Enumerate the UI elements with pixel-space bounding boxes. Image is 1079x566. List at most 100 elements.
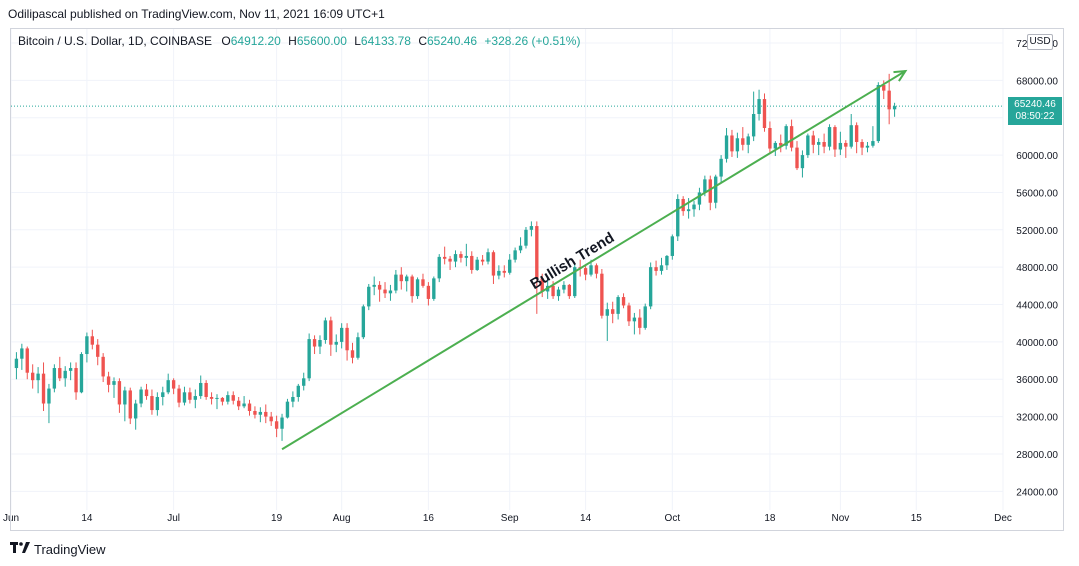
date-tick-label: Aug — [333, 513, 351, 524]
candle-body — [96, 344, 100, 357]
last-price-tag: 65240.46 08:50:22 — [1008, 97, 1062, 125]
candle — [123, 386, 127, 422]
candle-body — [85, 336, 89, 355]
candle-body — [432, 278, 436, 299]
candle-body — [274, 421, 279, 429]
candle-body — [518, 245, 523, 251]
candle-body — [361, 306, 366, 338]
candle-body — [470, 255, 474, 270]
candle — [659, 257, 664, 275]
candle — [887, 73, 891, 125]
candle-body — [567, 284, 572, 297]
candle — [188, 387, 192, 404]
candle-body — [36, 373, 40, 381]
candle — [220, 396, 225, 406]
candle — [345, 323, 349, 361]
candle — [730, 129, 734, 157]
candle-body — [253, 410, 257, 415]
candle-body — [594, 265, 599, 274]
candle-body — [101, 356, 105, 377]
candle — [676, 194, 680, 242]
candle — [58, 356, 62, 382]
candle — [236, 396, 241, 411]
candle-body — [741, 138, 745, 145]
candle — [876, 82, 881, 143]
candle — [594, 263, 599, 279]
candle-body — [627, 305, 631, 322]
candle-body — [795, 147, 799, 169]
candle — [247, 399, 252, 416]
candle-body — [849, 125, 853, 147]
date-tick-label: 14 — [580, 513, 592, 524]
candle — [296, 383, 300, 402]
candle — [529, 221, 534, 237]
candle-body — [529, 226, 534, 230]
candle — [177, 384, 181, 408]
candle — [692, 200, 696, 217]
tradingview-brand: TradingView — [34, 541, 106, 557]
candle — [502, 265, 506, 278]
candle — [827, 124, 832, 151]
candle-body — [746, 136, 750, 145]
candle-body — [177, 388, 181, 403]
candle — [508, 254, 512, 275]
candle-body — [242, 403, 246, 407]
candle — [96, 339, 100, 366]
candle-body — [784, 126, 788, 146]
candle-body — [426, 285, 431, 299]
candle — [171, 378, 176, 395]
candle — [892, 102, 897, 117]
candle-body — [329, 320, 333, 345]
candle-body — [14, 358, 19, 369]
candle — [302, 372, 306, 391]
date-tick-label: 15 — [911, 513, 923, 524]
candle-body — [296, 385, 300, 397]
candle — [199, 375, 203, 399]
candle-body — [399, 274, 403, 282]
candle — [654, 260, 658, 276]
candle-body — [112, 381, 116, 385]
candle — [133, 399, 138, 430]
candle-body — [724, 135, 729, 159]
candle — [182, 386, 187, 406]
candle-body — [865, 145, 870, 148]
candle — [264, 404, 268, 424]
trend-line[interactable] — [281, 69, 908, 451]
candle — [475, 256, 479, 271]
candle-body — [123, 390, 127, 405]
candle-body — [638, 317, 642, 328]
tradingview-logo[interactable]: TradingView — [10, 541, 106, 557]
candle — [638, 309, 642, 335]
time-axis[interactable]: Jun 14 Jul 19 Aug 16 Sep 14 Oct 18 Nov 15 Dec — [3, 513, 1012, 524]
candle — [68, 362, 73, 381]
candle — [258, 407, 263, 423]
candle — [204, 380, 208, 400]
candle — [150, 389, 154, 415]
candle — [714, 174, 718, 209]
date-tick-label: Oct — [665, 513, 681, 524]
candle — [665, 255, 669, 270]
candle — [307, 333, 311, 382]
candle — [817, 138, 821, 156]
symbol-label[interactable]: Bitcoin / U.S. Dollar, 1D, COINBASE — [18, 34, 213, 48]
candle-body — [811, 135, 815, 145]
candle — [616, 295, 620, 320]
candle — [101, 353, 105, 383]
candle — [648, 262, 653, 310]
candle — [524, 227, 528, 249]
candle-body — [817, 142, 821, 145]
candle — [405, 274, 409, 292]
candle-body — [562, 284, 566, 290]
candle-body — [697, 192, 702, 205]
candle-body — [345, 327, 349, 351]
candle — [491, 250, 496, 284]
date-tick-label: Nov — [831, 513, 849, 524]
candle-body — [659, 265, 664, 271]
candle-body — [377, 284, 382, 290]
currency-badge[interactable]: USD — [1027, 34, 1053, 50]
candle-body — [166, 380, 170, 393]
candle — [128, 387, 132, 425]
candle-body — [730, 135, 734, 152]
candle — [410, 274, 414, 303]
candle-body — [892, 106, 897, 110]
